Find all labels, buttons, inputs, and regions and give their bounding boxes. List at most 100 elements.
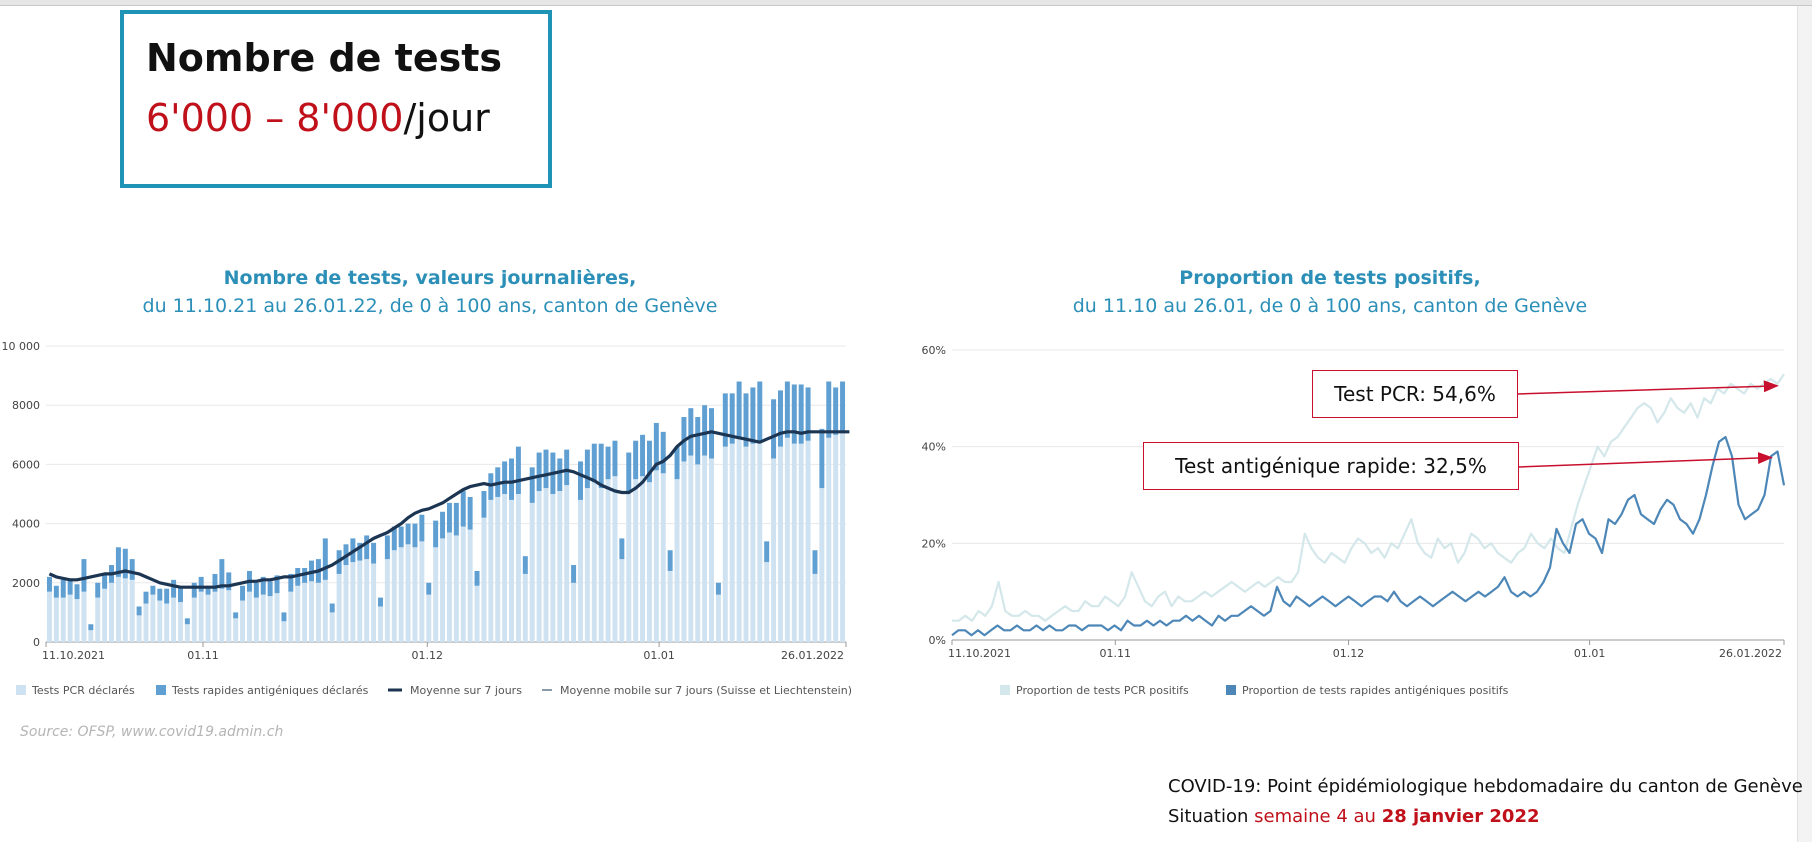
bar-antigen (129, 559, 135, 580)
legend-antigen: Tests rapides antigéniques déclarés (171, 684, 369, 697)
y-tick-label: 0 (33, 636, 40, 649)
bar-antigen (578, 461, 583, 500)
y-tick-label: 20% (922, 537, 946, 550)
bar-pcr (695, 464, 701, 642)
x-tick-label: 01.11 (187, 649, 219, 662)
bar-pcr (53, 597, 59, 642)
bar-antigen (122, 548, 128, 579)
bar-antigen (619, 538, 625, 560)
bar-antigen (446, 502, 452, 533)
bar-antigen (178, 587, 183, 603)
scrollbar[interactable] (1797, 6, 1812, 842)
bar-antigen (460, 491, 466, 527)
bar-pcr (95, 597, 101, 642)
bar-pcr (640, 476, 646, 642)
left-chart: 0 2000 4000 6000 8000 10 000 11.10.2021 01.11 01… (2, 340, 853, 697)
right-chart-title: Proportion de tests positifs, du 11.10 a… (900, 264, 1760, 320)
bar-pcr (605, 479, 611, 642)
bar-antigen (240, 585, 246, 601)
bar-antigen (812, 550, 818, 574)
legend-pcr: Tests PCR déclarés (31, 684, 135, 697)
bar-antigen (612, 440, 618, 477)
bar-pcr (178, 602, 183, 642)
bar-antigen (398, 526, 404, 548)
right-chart-title-bold: Proportion de tests positifs, (1179, 267, 1481, 289)
legend-swatch-pcr (16, 685, 26, 695)
bar-pcr (157, 600, 163, 642)
bar-antigen (646, 440, 652, 483)
bar-pcr (74, 599, 80, 642)
bar-antigen (329, 603, 335, 613)
bar-antigen (509, 458, 514, 500)
line-antigen-positive (951, 435, 1786, 637)
bar-antigen (757, 381, 763, 441)
bar-pcr (67, 594, 73, 642)
bar-antigen (384, 535, 390, 560)
bar-pcr (812, 573, 818, 642)
bar-antigen (778, 390, 783, 447)
bar-pcr (578, 499, 583, 642)
headline-range: 6'000 – 8'000 (146, 96, 404, 140)
bar-pcr (536, 491, 542, 642)
x-tick-label: 11.10.2021 (42, 649, 105, 662)
headline-unit: /jour (403, 96, 490, 140)
bar-pcr (467, 529, 473, 642)
bar-pcr (571, 582, 577, 642)
bar-pcr (240, 600, 246, 642)
bar-pcr (164, 603, 170, 642)
bar-pcr (198, 591, 204, 642)
bar-pcr (529, 502, 535, 642)
bar-pcr (212, 591, 218, 642)
bar-pcr (136, 615, 142, 642)
bar-pcr (626, 491, 632, 642)
bar-pcr (336, 573, 342, 642)
bar-antigen (288, 573, 294, 592)
headline-box: Nombre de tests 6'000 – 8'000/jour (120, 10, 552, 188)
bar-antigen (205, 585, 211, 595)
bar-antigen (660, 431, 666, 474)
bar-antigen (143, 591, 149, 604)
bar-pcr (60, 597, 66, 642)
bar-antigen (640, 434, 646, 477)
bar-pcr (488, 499, 494, 642)
y-tick-label: 8000 (12, 399, 40, 412)
bar-antigen (371, 542, 377, 564)
bar-pcr (798, 443, 804, 642)
bar-antigen (233, 612, 239, 619)
bar-antigen (557, 458, 563, 492)
y-tick-label: 60% (922, 344, 946, 357)
bar-pcr (674, 479, 680, 642)
y-tick-label: 40% (922, 441, 946, 454)
bar-antigen (543, 449, 549, 489)
moving-average-line (48, 430, 850, 589)
bar-antigen (591, 443, 597, 483)
bar-pcr (564, 485, 570, 642)
bar-pcr (826, 437, 832, 642)
bar-pcr (357, 560, 363, 642)
bar-pcr (350, 562, 356, 642)
bar-pcr (667, 570, 673, 642)
bar-pcr (805, 440, 811, 642)
annotation-antigen: Test antigénique rapide: 32,5% (1143, 442, 1519, 490)
bar-antigen (695, 417, 701, 465)
left-chart-subtitle: du 11.10.21 au 26.01.22, de 0 à 100 ans,… (142, 295, 718, 317)
bar-pcr (419, 541, 425, 642)
bar-pcr (129, 579, 135, 642)
bar-antigen (536, 452, 542, 492)
bar-pcr (260, 594, 266, 642)
legend-swatch-antigen-positive (1226, 685, 1236, 695)
bar-antigen (322, 538, 328, 580)
bar-antigen (74, 584, 80, 600)
bar-pcr (557, 491, 563, 642)
bar-pcr (584, 488, 590, 642)
bar-antigen (267, 581, 273, 597)
bar-antigen (481, 491, 487, 518)
bar-pcr (378, 606, 383, 642)
bar-antigen (529, 467, 535, 503)
y-tick-label: 10 000 (2, 340, 41, 353)
bar-antigen (771, 399, 777, 459)
bar-antigen (674, 446, 680, 480)
left-chart-title: Nombre de tests, valeurs journalières, d… (20, 264, 840, 320)
bar-antigen (750, 387, 756, 444)
x-tick-label: 01.11 (1100, 647, 1132, 660)
